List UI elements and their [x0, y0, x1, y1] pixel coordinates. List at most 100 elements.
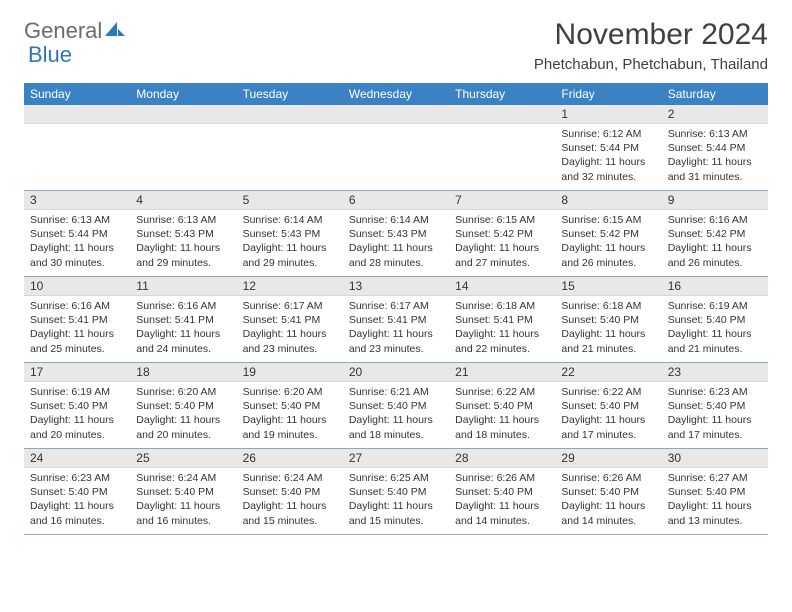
- day-number: 16: [662, 277, 768, 296]
- day-details: Sunrise: 6:23 AMSunset: 5:40 PMDaylight:…: [662, 382, 768, 446]
- daylight: Daylight: 11 hours and 16 minutes.: [30, 499, 124, 527]
- sunrise: Sunrise: 6:14 AM: [349, 213, 443, 227]
- sunset: Sunset: 5:44 PM: [668, 141, 762, 155]
- sunrise: Sunrise: 6:14 AM: [243, 213, 337, 227]
- day-details: Sunrise: 6:21 AMSunset: 5:40 PMDaylight:…: [343, 382, 449, 446]
- sunrise: Sunrise: 6:18 AM: [455, 299, 549, 313]
- daylight: Daylight: 11 hours and 21 minutes.: [668, 327, 762, 355]
- day-14: 14 Sunrise: 6:18 AMSunset: 5:41 PMDayligh…: [449, 277, 555, 363]
- day-number: 14: [449, 277, 555, 296]
- logo-text-2: Blue: [28, 42, 72, 67]
- daylight: Daylight: 11 hours and 23 minutes.: [243, 327, 337, 355]
- weekday-saturday: Saturday: [662, 83, 768, 105]
- sunset: Sunset: 5:44 PM: [561, 141, 655, 155]
- day-details: Sunrise: 6:13 AMSunset: 5:44 PMDaylight:…: [662, 124, 768, 188]
- day-number: 17: [24, 363, 130, 382]
- sunset: Sunset: 5:40 PM: [455, 399, 549, 413]
- day-details: Sunrise: 6:27 AMSunset: 5:40 PMDaylight:…: [662, 468, 768, 532]
- day-details: Sunrise: 6:16 AMSunset: 5:41 PMDaylight:…: [24, 296, 130, 360]
- sunset: Sunset: 5:43 PM: [349, 227, 443, 241]
- sunrise: Sunrise: 6:17 AM: [243, 299, 337, 313]
- day-1: 1Sunrise: 6:12 AMSunset: 5:44 PMDaylight…: [555, 105, 661, 191]
- day-number: 30: [662, 449, 768, 468]
- day-27: 27Sunrise: 6:25 AMSunset: 5:40 PMDayligh…: [343, 449, 449, 535]
- day-12: 12Sunrise: 6:17 AMSunset: 5:41 PMDayligh…: [237, 277, 343, 363]
- day-20: 20Sunrise: 6:21 AMSunset: 5:40 PMDayligh…: [343, 363, 449, 449]
- day-details: Sunrise: 6:17 AMSunset: 5:41 PMDaylight:…: [237, 296, 343, 360]
- daylight: Daylight: 11 hours and 24 minutes.: [136, 327, 230, 355]
- daylight: Daylight: 11 hours and 31 minutes.: [668, 155, 762, 183]
- header: General November 2024 Phetchabun, Phetch…: [24, 18, 768, 73]
- sunset: Sunset: 5:40 PM: [349, 399, 443, 413]
- week-row: 24Sunrise: 6:23 AMSunset: 5:40 PMDayligh…: [24, 449, 768, 535]
- weekday-monday: Monday: [130, 83, 236, 105]
- logo-text-1: General: [24, 18, 102, 44]
- day-9: 9Sunrise: 6:16 AMSunset: 5:42 PMDaylight…: [662, 191, 768, 277]
- sunrise: Sunrise: 6:18 AM: [561, 299, 655, 313]
- daylight: Daylight: 11 hours and 13 minutes.: [668, 499, 762, 527]
- day-4: 4Sunrise: 6:13 AMSunset: 5:43 PMDaylight…: [130, 191, 236, 277]
- day-details: Sunrise: 6:25 AMSunset: 5:40 PMDaylight:…: [343, 468, 449, 532]
- day-details: Sunrise: 6:24 AMSunset: 5:40 PMDaylight:…: [237, 468, 343, 532]
- day-number: [130, 105, 236, 124]
- daylight: Daylight: 11 hours and 14 minutes.: [561, 499, 655, 527]
- sunset: Sunset: 5:43 PM: [136, 227, 230, 241]
- day-15: 15Sunrise: 6:18 AMSunset: 5:40 PMDayligh…: [555, 277, 661, 363]
- day-details: Sunrise: 6:26 AMSunset: 5:40 PMDaylight:…: [449, 468, 555, 532]
- day-13: 13Sunrise: 6:17 AMSunset: 5:41 PMDayligh…: [343, 277, 449, 363]
- logo-sail-icon: [104, 20, 126, 38]
- day-16: 16Sunrise: 6:19 AMSunset: 5:40 PMDayligh…: [662, 277, 768, 363]
- title-block: November 2024 Phetchabun, Phetchabun, Th…: [534, 18, 768, 73]
- day-19: 19Sunrise: 6:20 AMSunset: 5:40 PMDayligh…: [237, 363, 343, 449]
- sunset: Sunset: 5:40 PM: [243, 485, 337, 499]
- day-number: 9: [662, 191, 768, 210]
- daylight: Daylight: 11 hours and 18 minutes.: [455, 413, 549, 441]
- day-number: [237, 105, 343, 124]
- day-number: 18: [130, 363, 236, 382]
- day-number: 24: [24, 449, 130, 468]
- day-details: Sunrise: 6:15 AMSunset: 5:42 PMDaylight:…: [555, 210, 661, 274]
- daylight: Daylight: 11 hours and 30 minutes.: [30, 241, 124, 269]
- weekday-tuesday: Tuesday: [237, 83, 343, 105]
- day-number: 1: [555, 105, 661, 124]
- day-details: Sunrise: 6:19 AMSunset: 5:40 PMDaylight:…: [24, 382, 130, 446]
- day-21: 21Sunrise: 6:22 AMSunset: 5:40 PMDayligh…: [449, 363, 555, 449]
- sunset: Sunset: 5:43 PM: [243, 227, 337, 241]
- sunrise: Sunrise: 6:20 AM: [243, 385, 337, 399]
- day-number: 27: [343, 449, 449, 468]
- day-3: 3Sunrise: 6:13 AMSunset: 5:44 PMDaylight…: [24, 191, 130, 277]
- sunset: Sunset: 5:41 PM: [455, 313, 549, 327]
- day-details: Sunrise: 6:20 AMSunset: 5:40 PMDaylight:…: [130, 382, 236, 446]
- day-6: 6Sunrise: 6:14 AMSunset: 5:43 PMDaylight…: [343, 191, 449, 277]
- sunset: Sunset: 5:40 PM: [668, 485, 762, 499]
- sunrise: Sunrise: 6:13 AM: [30, 213, 124, 227]
- sunrise: Sunrise: 6:16 AM: [668, 213, 762, 227]
- daylight: Daylight: 11 hours and 25 minutes.: [30, 327, 124, 355]
- day-number: 19: [237, 363, 343, 382]
- day-details: Sunrise: 6:26 AMSunset: 5:40 PMDaylight:…: [555, 468, 661, 532]
- day-29: 29Sunrise: 6:26 AMSunset: 5:40 PMDayligh…: [555, 449, 661, 535]
- sunset: Sunset: 5:40 PM: [30, 399, 124, 413]
- day-number: 21: [449, 363, 555, 382]
- sunrise: Sunrise: 6:12 AM: [561, 127, 655, 141]
- day-number: 28: [449, 449, 555, 468]
- sunrise: Sunrise: 6:19 AM: [668, 299, 762, 313]
- sunset: Sunset: 5:41 PM: [349, 313, 443, 327]
- day-details: Sunrise: 6:19 AMSunset: 5:40 PMDaylight:…: [662, 296, 768, 360]
- sunrise: Sunrise: 6:13 AM: [136, 213, 230, 227]
- day-18: 18Sunrise: 6:20 AMSunset: 5:40 PMDayligh…: [130, 363, 236, 449]
- day-number: 4: [130, 191, 236, 210]
- day-number: 15: [555, 277, 661, 296]
- day-22: 22Sunrise: 6:22 AMSunset: 5:40 PMDayligh…: [555, 363, 661, 449]
- sunset: Sunset: 5:41 PM: [30, 313, 124, 327]
- day-2: 2Sunrise: 6:13 AMSunset: 5:44 PMDaylight…: [662, 105, 768, 191]
- sunrise: Sunrise: 6:21 AM: [349, 385, 443, 399]
- daylight: Daylight: 11 hours and 22 minutes.: [455, 327, 549, 355]
- day-details: Sunrise: 6:22 AMSunset: 5:40 PMDaylight:…: [449, 382, 555, 446]
- day-details: Sunrise: 6:22 AMSunset: 5:40 PMDaylight:…: [555, 382, 661, 446]
- sunset: Sunset: 5:40 PM: [561, 313, 655, 327]
- empty-day: [24, 105, 130, 191]
- day-details: Sunrise: 6:14 AMSunset: 5:43 PMDaylight:…: [237, 210, 343, 274]
- day-details: Sunrise: 6:16 AMSunset: 5:41 PMDaylight:…: [130, 296, 236, 360]
- day-28: 28Sunrise: 6:26 AMSunset: 5:40 PMDayligh…: [449, 449, 555, 535]
